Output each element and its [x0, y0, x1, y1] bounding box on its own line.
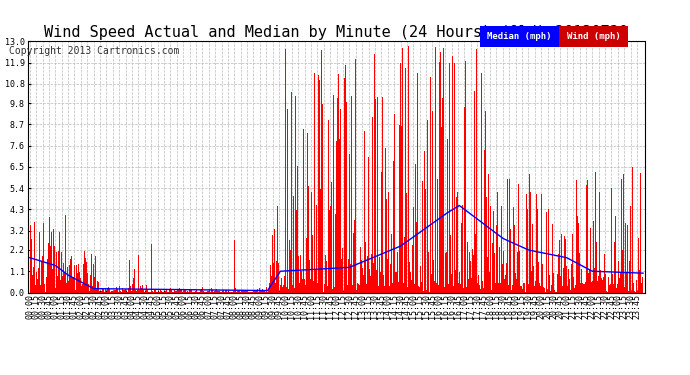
Text: Median (mph): Median (mph) — [487, 32, 551, 41]
Text: Wind (mph): Wind (mph) — [566, 32, 620, 41]
Title: Wind Speed Actual and Median by Minute (24 Hours) (Old) 20130720: Wind Speed Actual and Median by Minute (… — [44, 25, 629, 40]
Text: Copyright 2013 Cartronics.com: Copyright 2013 Cartronics.com — [9, 46, 179, 56]
